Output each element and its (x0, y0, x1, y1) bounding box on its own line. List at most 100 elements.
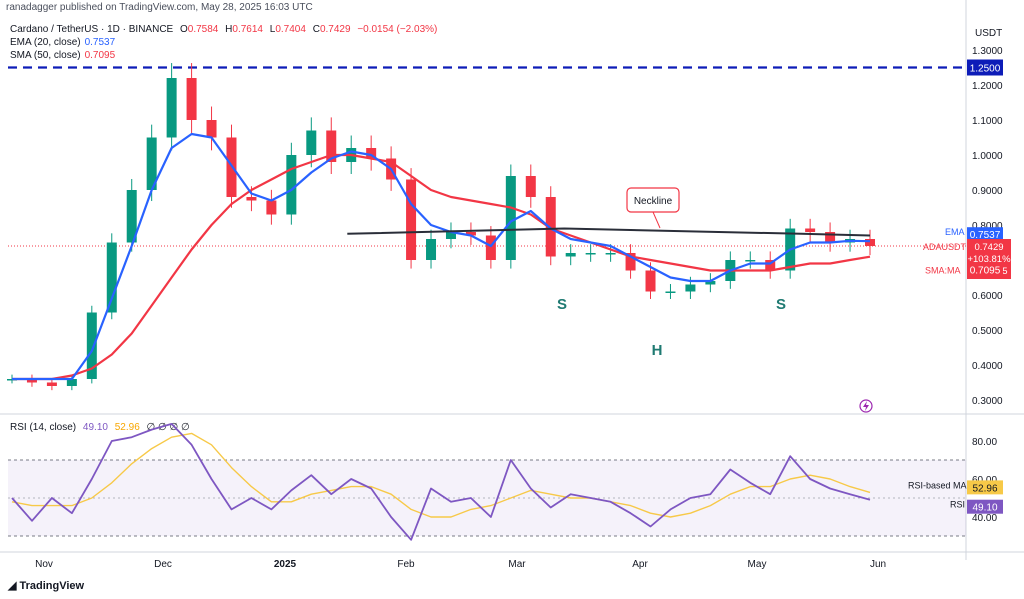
ohlc-o: O0.7584 (180, 24, 219, 35)
rsi-band-fill (8, 460, 966, 536)
candle-body (46, 382, 57, 386)
candle-body (26, 379, 37, 383)
price-tick-label: 0.8000 (972, 221, 1003, 232)
ohlc-h: H0.7614 (225, 24, 263, 35)
candle-body (565, 253, 576, 257)
rsi-legend: RSI (14, close) 49.10 52.96 ∅ ∅ ∅ ∅ (10, 422, 190, 433)
candle-body (66, 379, 77, 386)
candle-body (186, 78, 197, 120)
neckline-line (347, 227, 871, 237)
ohlc-c: C0.7429 (312, 24, 351, 35)
candle-body (445, 232, 456, 239)
neckline-callout-text: Neckline (634, 196, 673, 207)
candle-body (246, 197, 257, 201)
rsi-tick-label: 80.00 (972, 437, 997, 448)
candle-body (545, 197, 556, 257)
ema-badge-value: 0.7537 (970, 230, 1001, 241)
rsi-badge-label: RSI (950, 500, 965, 510)
time-axis-label: Apr (632, 559, 648, 570)
symbol-line: Cardano / TetherUS · 1D · BINANCE (10, 24, 174, 35)
candle-body (465, 232, 476, 236)
ema-badge (967, 227, 1003, 242)
ema20-line (12, 132, 871, 381)
price-tick-label: 1.1000 (972, 116, 1003, 127)
resistance-badge-text: 1.2500 (970, 64, 1001, 75)
candle-body (805, 228, 816, 232)
candle-body (745, 260, 756, 262)
candle-body (705, 281, 716, 285)
head-label: H (652, 342, 663, 359)
candle-body (206, 120, 217, 138)
price-tick-label: 1.3000 (972, 46, 1003, 57)
sma50-line (12, 153, 871, 381)
price-badge-line: +103.81% (967, 254, 1011, 265)
price-badge-label: ADAUSDT (923, 242, 967, 252)
candle-body (146, 137, 157, 190)
candle-body (625, 253, 636, 271)
rsi-line (11, 422, 871, 541)
rsi-ma-badge-value: 52.96 (972, 483, 997, 494)
candle-body (426, 239, 437, 260)
neckline-callout-pointer (652, 211, 661, 229)
ema-badge-label: EMA (945, 227, 965, 237)
candle-body (865, 239, 875, 246)
time-axis-label: 2025 (274, 559, 297, 570)
candle-body (306, 130, 317, 155)
ohlc-l: L0.7404 (269, 24, 306, 35)
candle-body (585, 253, 596, 255)
price-tick-label: 0.4000 (972, 361, 1003, 372)
price-tick-label: 0.3000 (972, 396, 1003, 407)
tradingview-logo: ◢ TradingView (8, 580, 85, 592)
price-tick-label: 0.9000 (972, 186, 1003, 197)
ohlc-change: −0.0154 (−2.03%) (357, 24, 438, 35)
candle-body (266, 200, 277, 215)
candle-body (326, 130, 337, 162)
price-tick-label: 1.2000 (972, 81, 1003, 92)
time-axis-label: Jun (870, 559, 886, 570)
candle-body (645, 270, 656, 292)
candle-body (366, 148, 377, 159)
rsi-ma-badge-label: RSI-based MA (908, 480, 967, 490)
lightning-glyph-icon (863, 401, 869, 411)
candle-body (505, 176, 516, 260)
price-tick-label: 0.5000 (972, 326, 1003, 337)
candle-body (106, 242, 117, 313)
candle-body (86, 312, 97, 379)
candle-body (126, 190, 137, 243)
candle-body (665, 291, 676, 293)
price-tick-label: 1.0000 (972, 151, 1003, 162)
candle-body (166, 78, 177, 138)
sma-badge (967, 262, 1003, 277)
candle-body (406, 179, 417, 260)
publish-line: ranadagger published on TradingView.com,… (6, 2, 313, 13)
rsi-badge-value: 49.10 (972, 503, 997, 514)
candle-body (605, 253, 616, 255)
price-scale-currency: USDT (975, 28, 1002, 39)
alert-lightning-icon (859, 399, 873, 413)
candle-body (765, 260, 776, 271)
candle-body (825, 232, 836, 243)
time-axis-label: May (748, 559, 767, 570)
candle-body (485, 235, 496, 260)
price-tick-label: 0.6000 (972, 291, 1003, 302)
ema-legend: EMA (20, close) 0.7537 (10, 37, 116, 48)
rsi-ma-badge (967, 480, 1003, 495)
time-axis-label: Nov (35, 559, 53, 570)
candle-body (525, 176, 536, 197)
resistance-badge (967, 59, 1003, 76)
symbol-legend: Cardano / TetherUS · 1D · BINANCE O0.758… (10, 24, 437, 35)
sma-badge-label: SMA:MA (925, 266, 961, 276)
time-axis-label: Feb (397, 559, 415, 570)
rsi-ma-line (11, 432, 871, 518)
time-axis-label: Mar (508, 559, 526, 570)
price-badge-line: 0.7429 (974, 242, 1003, 253)
candle-body (685, 284, 696, 292)
right-shoulder-label: S (776, 296, 786, 313)
time-axis-label: Dec (154, 559, 172, 570)
sma-legend: SMA (50, close) 0.7095 (10, 50, 116, 61)
sma-badge-value: 0.7095 (970, 266, 1001, 277)
rsi-badge (967, 499, 1003, 514)
candle-body (286, 155, 297, 215)
